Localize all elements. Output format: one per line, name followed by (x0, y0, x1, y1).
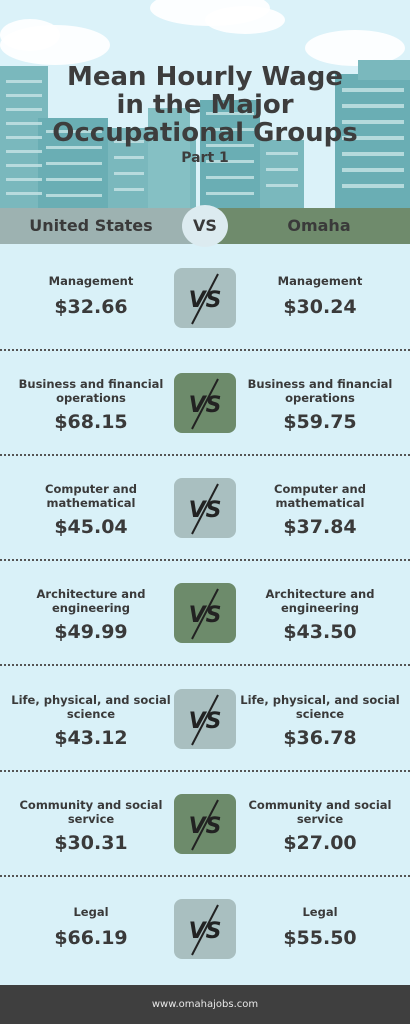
occupation-label: Community and social service (248, 798, 392, 826)
row-divider (0, 770, 410, 772)
vs-badge-text: VS (189, 919, 222, 944)
us-cell: Community and social service $30.31 (6, 798, 176, 854)
omaha-cell: Management $30.24 (235, 274, 405, 318)
footer-url: www.omahajobs.com (151, 999, 259, 1010)
wage-value: $68.15 (54, 411, 128, 433)
comparison-row: Life, physical, and social science $43.12… (0, 679, 410, 783)
wage-value: $49.99 (54, 621, 128, 643)
wage-value: $37.84 (283, 516, 357, 538)
vs-badge-text: VS (189, 709, 222, 734)
comparison-header: United States Omaha (0, 208, 410, 244)
title-line-1: Mean Hourly Wage (66, 62, 344, 92)
city-skyline-illustration (0, 0, 410, 208)
occupation-label: Community and social service (19, 798, 163, 826)
row-divider (0, 664, 410, 666)
occupation-label: Management (277, 274, 363, 288)
wage-value: $45.04 (54, 516, 128, 538)
omaha-header-label: Omaha (287, 216, 351, 235)
vs-badge-text: VS (189, 498, 222, 523)
comparison-row: Legal $66.19 Legal $55.50 VS (0, 889, 410, 993)
us-cell: Legal $66.19 (6, 905, 176, 949)
vs-badge: VS (174, 689, 236, 749)
vs-badge: VS (174, 899, 236, 959)
occupation-label: Business and financial operations (247, 377, 393, 405)
occupation-label: Architecture and engineering (36, 587, 146, 615)
occupation-label: Legal (73, 905, 109, 919)
omaha-cell: Computer and mathematical $37.84 (235, 482, 405, 538)
vs-badge: VS (174, 794, 236, 854)
us-header (0, 208, 196, 244)
vs-slash-icon: VS (189, 378, 222, 430)
vs-slash-icon: VS (189, 694, 222, 746)
page-title: Mean Hourly Wage in the Major Occupation… (0, 63, 410, 147)
occupation-label: Management (48, 274, 134, 288)
vs-badge-text: VS (189, 814, 222, 839)
row-divider (0, 559, 410, 561)
vs-badge-text: VS (189, 393, 222, 418)
omaha-cell: Legal $55.50 (235, 905, 405, 949)
row-divider (0, 875, 410, 877)
row-divider (0, 454, 410, 456)
wage-value: $32.66 (54, 296, 128, 318)
comparison-row: Business and financial operations $68.15 B… (0, 363, 410, 467)
vs-slash-icon: VS (189, 904, 222, 956)
wage-value: $55.50 (283, 927, 357, 949)
vs-badge: VS (174, 583, 236, 643)
hero-banner: Mean Hourly Wage in the Major Occupation… (0, 0, 410, 208)
vs-badge: VS (174, 478, 236, 538)
occupation-label: Business and financial operations (18, 377, 164, 405)
vs-slash-icon: VS (189, 273, 222, 325)
vs-badge-text: VS (189, 288, 222, 313)
vs-slash-icon: VS (189, 588, 222, 640)
comparison-row: Community and social service $30.31 Commun… (0, 784, 410, 888)
omaha-cell: Community and social service $27.00 (235, 798, 405, 854)
vs-slash-icon: VS (189, 799, 222, 851)
wage-value: $59.75 (283, 411, 357, 433)
occupation-label: Computer and mathematical (274, 482, 366, 510)
us-cell: Computer and mathematical $45.04 (6, 482, 176, 538)
title-line-3: Occupational Groups (52, 118, 358, 148)
footer: www.omahajobs.com (0, 985, 410, 1024)
vs-badge-text: VS (189, 603, 222, 628)
comparison-row: Architecture and engineering $49.99 Archit… (0, 573, 410, 677)
title-line-2: in the Major (116, 90, 294, 120)
wage-value: $66.19 (54, 927, 128, 949)
omaha-cell: Life, physical, and social science $36.78 (235, 693, 405, 749)
vs-circle: VS (182, 205, 228, 247)
omaha-header (214, 208, 410, 244)
occupation-label: Architecture and engineering (265, 587, 375, 615)
comparison-row: Management $32.66 Management $30.24 VS (0, 258, 410, 362)
occupation-label: Computer and mathematical (45, 482, 137, 510)
wage-value: $30.31 (54, 832, 128, 854)
omaha-cell: Business and financial operations $59.75 (235, 377, 405, 433)
wage-value: $43.50 (283, 621, 357, 643)
us-cell: Business and financial operations $68.15 (6, 377, 176, 433)
occupation-label: Life, physical, and social science (11, 693, 171, 721)
vs-badge: VS (174, 268, 236, 328)
us-cell: Life, physical, and social science $43.12 (6, 693, 176, 749)
occupation-label: Legal (302, 905, 338, 919)
row-divider (0, 349, 410, 351)
vs-slash-icon: VS (189, 483, 222, 535)
occupation-label: Life, physical, and social science (240, 693, 400, 721)
wage-value: $27.00 (283, 832, 357, 854)
us-header-label: United States (29, 216, 153, 235)
wage-value: $30.24 (283, 296, 357, 318)
omaha-cell: Architecture and engineering $43.50 (235, 587, 405, 643)
comparison-row: Computer and mathematical $45.04 Computer … (0, 468, 410, 572)
wage-value: $36.78 (283, 727, 357, 749)
us-cell: Management $32.66 (6, 274, 176, 318)
us-cell: Architecture and engineering $49.99 (6, 587, 176, 643)
vs-badge: VS (174, 373, 236, 433)
subtitle: Part 1 (181, 150, 229, 166)
wage-value: $43.12 (54, 727, 128, 749)
